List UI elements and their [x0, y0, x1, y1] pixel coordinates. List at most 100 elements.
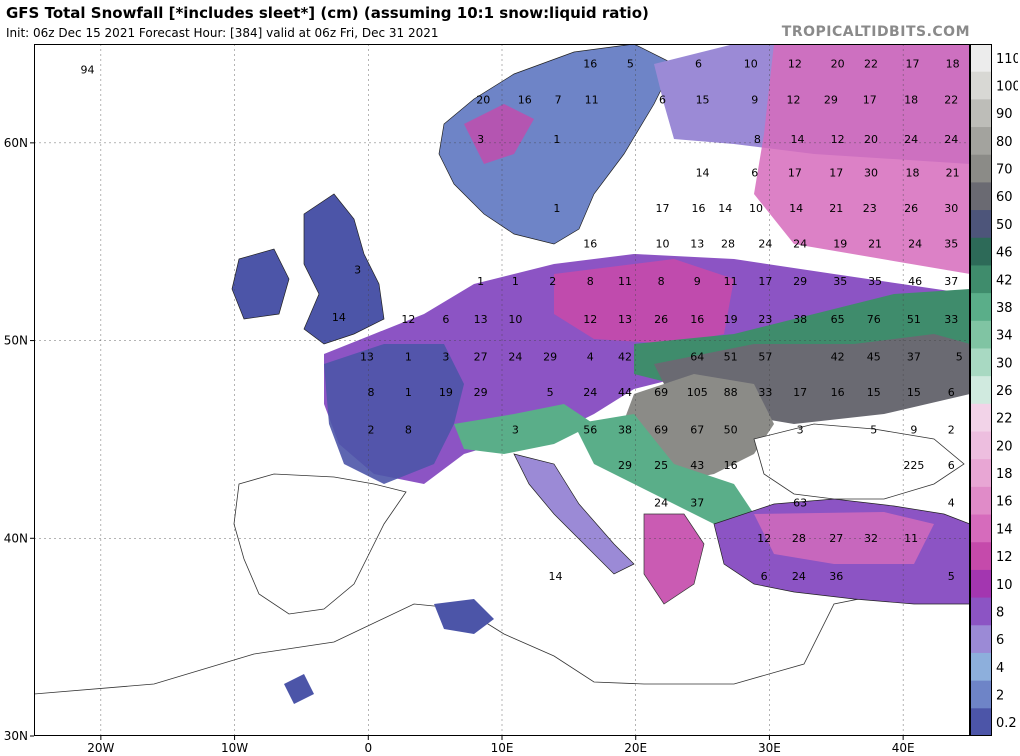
iberia-land: [233, 473, 407, 615]
snowfall-value: 2: [367, 423, 374, 436]
snowfall-value: 33: [944, 313, 958, 326]
scale-swatch: [970, 320, 992, 349]
snowfall-value: 56: [583, 423, 597, 436]
snowfall-value: 27: [474, 350, 488, 363]
lat-tick-label: 30N: [4, 729, 28, 743]
snowfall-value: 5: [547, 386, 554, 399]
snowfall-value: 1: [553, 133, 560, 146]
snowfall-value: 57: [758, 350, 772, 363]
scale-label: 70: [996, 163, 1013, 178]
snowfall-value: 17: [906, 58, 920, 71]
snowfall-value: 28: [721, 238, 735, 251]
snowfall-value: 8: [587, 275, 594, 288]
scale-label: 80: [996, 135, 1013, 150]
snowfall-value: 18: [946, 58, 960, 71]
snowfall-value: 13: [360, 350, 374, 363]
snowfall-value: 30: [944, 202, 958, 215]
scale-swatch: [970, 293, 992, 322]
scale-swatch: [970, 459, 992, 488]
snowfall-value: 24: [583, 386, 597, 399]
snowfall-value: 67: [690, 423, 704, 436]
italy-land: [513, 453, 635, 575]
snowfall-value: 15: [867, 386, 881, 399]
snowfall-value: 18: [904, 93, 918, 106]
snowfall-value: 30: [864, 166, 878, 179]
scale-label: 8: [996, 605, 1004, 620]
snowfall-value: 3: [354, 263, 361, 276]
snowfall-value: 2: [549, 275, 556, 288]
snowfall-value: 24: [944, 133, 958, 146]
snowfall-value: 4: [587, 350, 594, 363]
snowfall-value: 9: [751, 93, 758, 106]
snowfall-value: 21: [946, 166, 960, 179]
scale-label: 10: [996, 578, 1013, 593]
snowfall-value: 44: [618, 386, 632, 399]
scale-label: 6: [996, 633, 1004, 648]
snowfall-value: 16: [724, 459, 738, 472]
scale-label: 100: [996, 80, 1018, 95]
snowfall-value: 19: [833, 238, 847, 251]
alps-green: [454, 404, 594, 454]
snowfall-value: 51: [907, 313, 921, 326]
scale-swatch: [970, 99, 992, 128]
snowfall-value: 12: [786, 93, 800, 106]
map-title: GFS Total Snowfall [*includes sleet*] (c…: [6, 4, 649, 22]
black-sea: [753, 423, 965, 500]
snowfall-value: 42: [831, 350, 845, 363]
scale-label: 14: [996, 522, 1013, 537]
snowfall-value: 3: [477, 133, 484, 146]
britain-snow: [303, 193, 385, 345]
snowfall-value: 17: [793, 386, 807, 399]
snowfall-value: 17: [788, 166, 802, 179]
snowfall-value: 19: [724, 313, 738, 326]
snowfall-value: 8: [754, 133, 761, 146]
snowfall-value: 14: [548, 570, 562, 583]
snowfall-value: 13: [474, 313, 488, 326]
snowfall-value: 17: [655, 202, 669, 215]
snowfall-value: 1: [553, 202, 560, 215]
snowfall-value: 12: [831, 133, 845, 146]
snowfall-value: 8: [658, 275, 665, 288]
scale-swatch: [970, 542, 992, 571]
snowfall-value: 23: [758, 313, 772, 326]
scale-label: 26: [996, 384, 1013, 399]
snowfall-value: 24: [792, 570, 806, 583]
snowfall-value: 33: [758, 386, 772, 399]
scale-label: 22: [996, 412, 1013, 427]
snowfall-value: 6: [948, 386, 955, 399]
snowfall-value: 6: [695, 58, 702, 71]
forecast-info: Init: 06z Dec 15 2021 Forecast Hour: [38…: [6, 26, 439, 40]
snowfall-value: 21: [868, 238, 882, 251]
snowfall-value: 3: [442, 350, 449, 363]
snowfall-value: 43: [690, 459, 704, 472]
scale-label: 46: [996, 246, 1013, 261]
snowfall-value: 19: [439, 386, 453, 399]
snowfall-value: 6: [948, 459, 955, 472]
turkey-pink: [754, 512, 934, 564]
snowfall-value: 24: [758, 238, 772, 251]
snowfall-value: 6: [442, 313, 449, 326]
scale-label: 34: [996, 329, 1013, 344]
scale-swatch: [970, 376, 992, 405]
snowfall-value: 51: [724, 350, 738, 363]
snowfall-value: 6: [751, 166, 758, 179]
snowfall-value: 105: [687, 386, 708, 399]
snowfall-value: 37: [907, 350, 921, 363]
snowfall-value: 6: [761, 570, 768, 583]
snowfall-value: 1: [405, 386, 412, 399]
map-frame: [34, 44, 970, 736]
scale-label: 42: [996, 273, 1013, 288]
snowfall-value: 1: [405, 350, 412, 363]
snowfall-value: 13: [618, 313, 632, 326]
snowfall-value: 69: [654, 423, 668, 436]
snowfall-value: 26: [654, 313, 668, 326]
snowfall-value: 9: [694, 275, 701, 288]
lon-tick-label: 40E: [892, 741, 915, 755]
scale-swatch: [970, 210, 992, 239]
snowfall-value: 22: [864, 58, 878, 71]
snowfall-value: 18: [906, 166, 920, 179]
scale-swatch: [970, 708, 992, 736]
snowfall-value: 24: [654, 497, 668, 510]
lat-tick-label: 40N: [4, 531, 28, 545]
